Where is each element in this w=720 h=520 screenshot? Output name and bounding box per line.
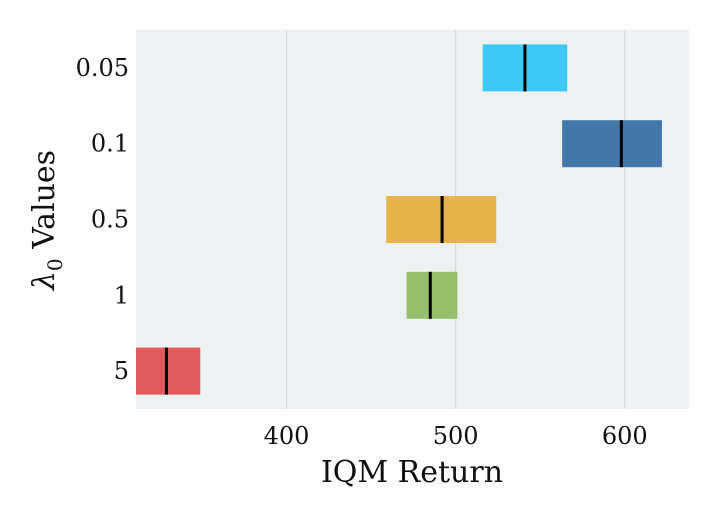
point-estimates bbox=[164, 44, 623, 395]
y-axis-title-symbol: λ bbox=[27, 271, 62, 291]
y-tick-label-5: 5 bbox=[114, 357, 129, 385]
y-axis-title: λ0 Values bbox=[27, 150, 67, 291]
y-axis-title-text: Values bbox=[27, 150, 62, 258]
x-tick-label-600: 600 bbox=[602, 422, 648, 450]
interval-bar-1 bbox=[406, 271, 458, 319]
x-axis-title: IQM Return bbox=[321, 455, 503, 490]
x-tick-labels: 400 500 600 bbox=[264, 422, 648, 450]
y-tick-label-1: 1 bbox=[114, 281, 129, 309]
y-tick-label-0.5: 0.5 bbox=[91, 206, 129, 234]
x-tick-label-400: 400 bbox=[264, 422, 310, 450]
interval-bar-0.1 bbox=[562, 120, 662, 168]
y-tick-label-0.1: 0.1 bbox=[91, 130, 129, 158]
y-tick-labels: 0.05 0.1 0.5 1 5 bbox=[76, 54, 129, 385]
y-tick-label-0.05: 0.05 bbox=[76, 54, 129, 82]
y-axis-title-subscript: 0 bbox=[43, 258, 67, 271]
interval-bar-5 bbox=[136, 347, 201, 395]
x-tick-label-500: 500 bbox=[433, 422, 479, 450]
